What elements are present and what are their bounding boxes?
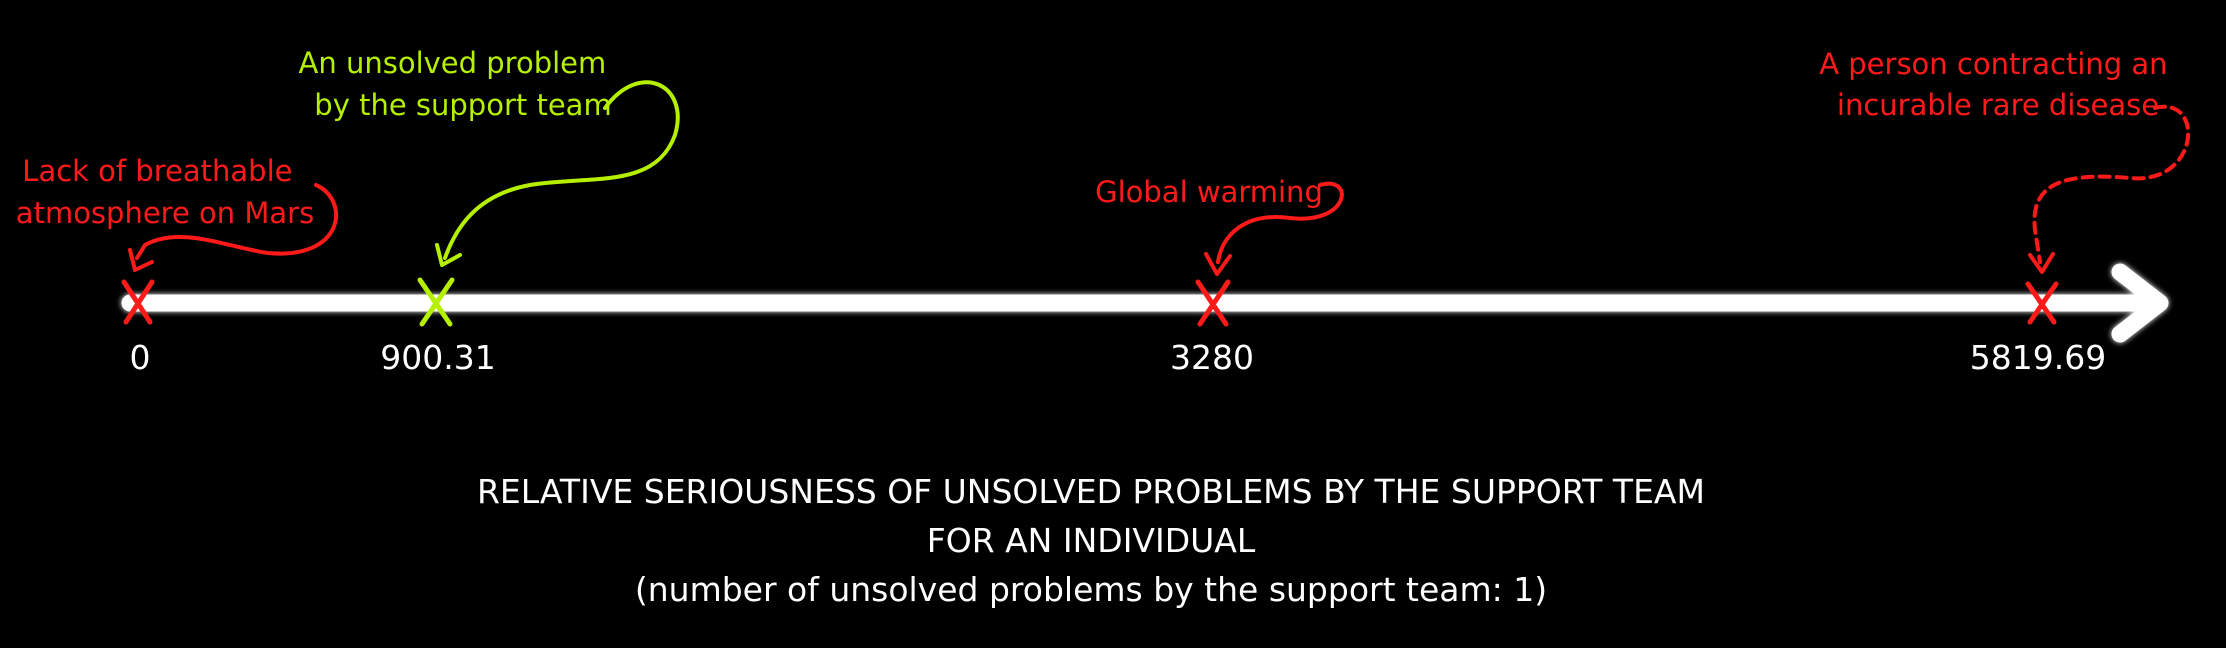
- diagram-caption: RELATIVE SERIOUSNESS OF UNSOLVED PROBLEM…: [477, 472, 1705, 609]
- marker-label-support-team-line1: An unsolved problem: [299, 46, 607, 80]
- curved-arrow-mars: [135, 183, 338, 260]
- marker-label-rare-disease-line2: incurable rare disease: [1837, 88, 2159, 122]
- arrowhead-support-team: [435, 243, 462, 267]
- caption-line-3: (number of unsolved problems by the supp…: [635, 570, 1547, 609]
- arrowhead-rare-disease: [2028, 252, 2055, 274]
- marker-label-mars: Lack of breathable atmosphere on Mars: [16, 154, 314, 230]
- marker-label-rare-disease-line1: A person contracting an: [1819, 47, 2167, 81]
- curved-arrow-global-warming: [1216, 181, 1344, 264]
- marker-rare-disease: A person contracting an incurable rare d…: [1819, 47, 2191, 377]
- marker-label-rare-disease: A person contracting an incurable rare d…: [1819, 47, 2177, 122]
- arrowhead-global-warming: [1204, 252, 1232, 276]
- marker-label-mars-line1: Lack of breathable: [22, 154, 292, 188]
- marker-support-team: An unsolved problem by the support team …: [299, 46, 680, 377]
- marker-global-warming: Global warming 3280: [1095, 175, 1344, 377]
- marker-label-mars-line2: atmosphere on Mars: [16, 196, 314, 230]
- marker-x-mars: [121, 279, 155, 325]
- marker-x-rare-disease: [2025, 281, 2059, 325]
- tick-label-0: 0: [130, 338, 151, 377]
- marker-x-global-warming: [1195, 279, 1231, 327]
- caption-line-2: FOR AN INDIVIDUAL: [927, 521, 1256, 560]
- marker-label-global-warming: Global warming: [1095, 175, 1323, 209]
- marker-x-support-team: [417, 277, 455, 327]
- tick-label-900-31: 900.31: [380, 338, 495, 377]
- arrowhead-mars: [128, 248, 154, 272]
- marker-mars: Lack of breathable atmosphere on Mars 0: [16, 154, 338, 377]
- caption-line-1: RELATIVE SERIOUSNESS OF UNSOLVED PROBLEM…: [477, 472, 1705, 511]
- tick-label-5819-69: 5819.69: [1970, 338, 2106, 377]
- number-line-axis: [121, 263, 2169, 343]
- marker-label-support-team: An unsolved problem by the support team: [299, 46, 616, 122]
- marker-label-support-team-line2: by the support team: [314, 88, 611, 122]
- axis-arrowhead: [2111, 263, 2169, 343]
- tick-label-3280: 3280: [1170, 338, 1254, 377]
- curved-arrow-support-team: [443, 80, 680, 260]
- dashed-arrow-rare-disease: [2032, 104, 2191, 264]
